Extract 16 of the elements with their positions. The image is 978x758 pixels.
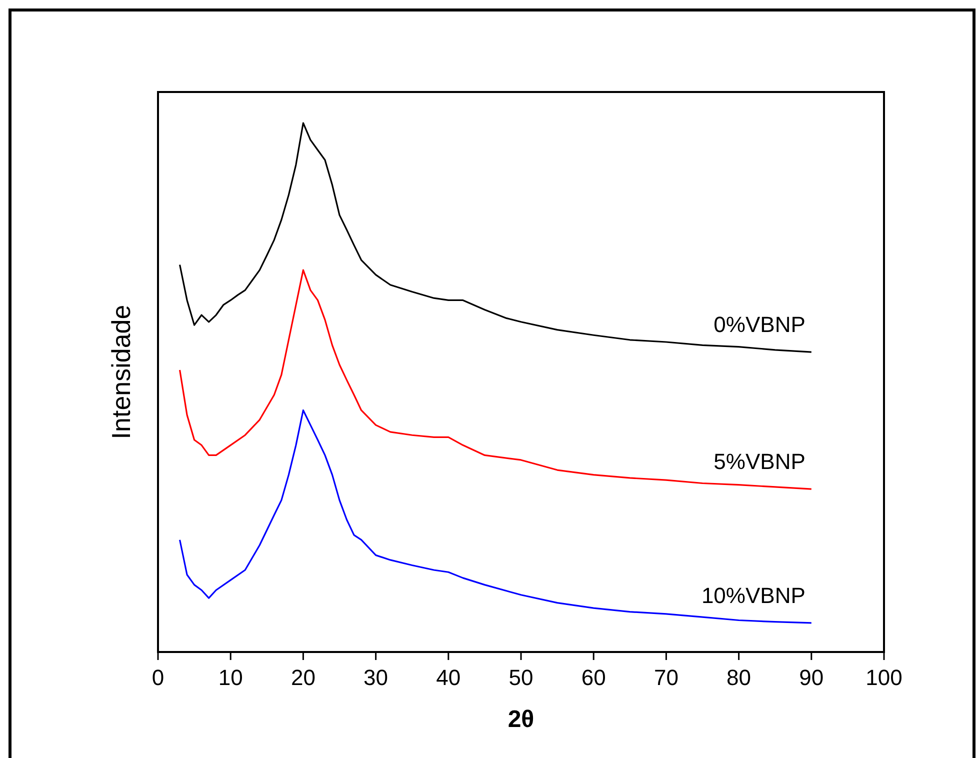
x-tick-label: 10 xyxy=(218,665,243,690)
x-axis-title: 2θ xyxy=(508,706,534,733)
x-tick-label: 50 xyxy=(508,665,534,690)
x-tick-label: 70 xyxy=(654,665,678,690)
y-axis-title: Intensidade xyxy=(106,304,136,440)
series-label: 10%VBNP xyxy=(701,582,806,608)
x-tick-label: 90 xyxy=(799,665,824,690)
series-label: 0%VBNP xyxy=(714,312,806,338)
x-tick-label: 80 xyxy=(726,665,752,690)
x-tick-label: 60 xyxy=(581,665,606,690)
x-tick-label: 0 xyxy=(152,665,164,690)
series-label: 5%VBNP xyxy=(714,449,806,474)
x-tick-label: 20 xyxy=(290,665,316,690)
x-tick-label: 30 xyxy=(364,665,388,690)
x-tick-label: 40 xyxy=(436,665,461,690)
x-tick-label: 100 xyxy=(866,665,902,690)
